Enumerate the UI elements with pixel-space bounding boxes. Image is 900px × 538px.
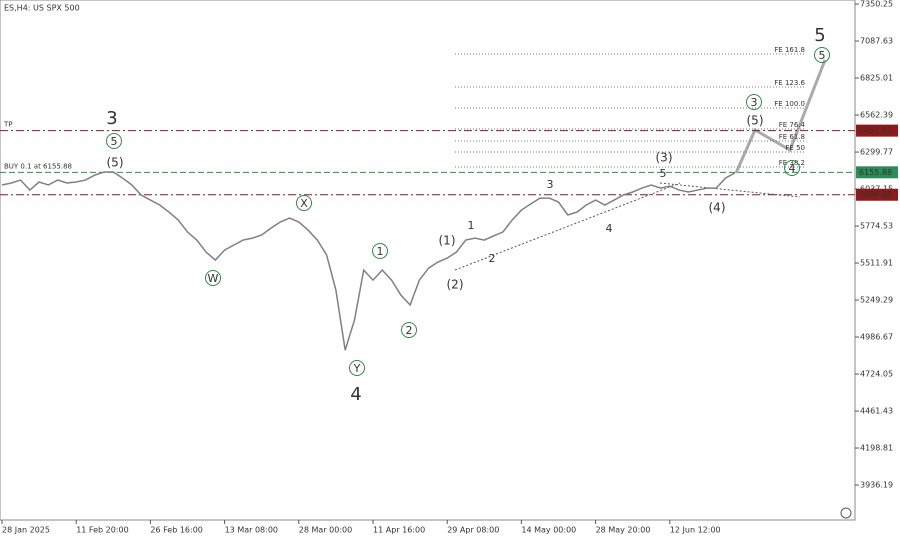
y-tick-label: 6562.39 [860, 111, 893, 120]
x-tick-label: 13 Mar 08:00 [225, 526, 278, 535]
x-tick-label: 29 Apr 08:00 [447, 526, 499, 535]
y-tick-label: 7087.63 [860, 37, 893, 46]
y-tick-label: 3936.19 [860, 481, 893, 490]
wave-circle [349, 360, 365, 376]
y-tick-label: 5774.53 [860, 222, 893, 231]
wave-label: 5 [111, 135, 118, 148]
level-tag [856, 166, 898, 179]
level-tag [856, 188, 898, 201]
fib-label: FE 50 [785, 144, 805, 152]
wave-label: 2 [406, 324, 413, 337]
level-label: TP [3, 121, 13, 129]
wave-circle [372, 243, 388, 259]
x-tick-label: 11 Apr 16:00 [373, 526, 425, 535]
level-label: BUY 0.1 at 6155.88 [4, 162, 72, 170]
x-tick-label: 12 Jun 12:00 [670, 526, 721, 535]
y-tick-label: 4198.81 [860, 444, 893, 453]
trend-line [454, 182, 681, 271]
y-tick-label: 4986.67 [860, 333, 893, 342]
wave-label: 3 [106, 108, 117, 129]
wave-label: 3 [751, 96, 758, 109]
fib-label: FE 76.4 [779, 121, 806, 129]
wave-label: Y [353, 362, 361, 375]
chart-title: ES,H4: US SPX 500 [4, 4, 80, 13]
wave-label: (3) [656, 151, 673, 165]
wave-label: (1) [439, 234, 456, 248]
wave-circle [205, 270, 221, 286]
fib-label: FE 161.8 [774, 46, 805, 54]
icon [840, 507, 852, 519]
trend-line [659, 182, 801, 198]
wave-circle [106, 133, 122, 149]
wave-label: W [208, 272, 219, 285]
x-tick-label: 26 Feb 16:00 [150, 526, 202, 535]
y-tick-label: 4461.43 [860, 407, 893, 416]
fib-label: FE 100.0 [774, 100, 805, 108]
wave-label: 5 [819, 49, 826, 62]
x-tick-label: 28 Mar 00:00 [299, 526, 352, 535]
level-tag [856, 124, 898, 137]
fib-label: FE 123.6 [774, 79, 805, 87]
level-tag-label: 6155.88 [859, 168, 892, 177]
wave-label: (5) [107, 156, 124, 170]
y-tick-label: 4724.05 [860, 370, 893, 379]
fib-label: FE 61.8 [779, 133, 805, 141]
x-tick-label: 28 May 20:00 [596, 526, 651, 535]
plot-area [0, 0, 856, 521]
wave-circle [814, 47, 830, 63]
wave-label: 2 [489, 252, 496, 265]
level-tag-label: 5996.68 [859, 190, 892, 199]
x-tick-label: 11 Feb 20:00 [76, 526, 128, 535]
price-line [1, 171, 736, 351]
wave-label: 3 [547, 178, 554, 191]
y-tick-label: 6299.77 [860, 148, 893, 157]
wave-label: 5 [660, 167, 667, 180]
y-tick-label: 6825.01 [860, 74, 893, 83]
x-tick-label: 14 May 00:00 [521, 526, 576, 535]
wave-circle [296, 195, 312, 211]
wave-label: (5) [747, 114, 764, 128]
wave-label: 1 [377, 245, 384, 258]
wave-circle [784, 160, 800, 176]
y-tick-label: 5511.91 [860, 259, 893, 268]
wave-label: (4) [709, 201, 726, 215]
wave-label: 4 [350, 384, 361, 405]
x-tick-label: 28 Jan 2025 [2, 526, 50, 535]
wave-label: 1 [468, 219, 475, 232]
wave-label: (2) [447, 278, 464, 292]
wave-circle [401, 322, 417, 338]
wave-label: 4 [606, 222, 613, 235]
fib-label: FE 38.2 [779, 159, 805, 167]
projection-path [734, 59, 827, 174]
wave-label: 4 [789, 162, 796, 175]
wave-label: X [300, 197, 308, 210]
wave-circle [746, 94, 762, 110]
level-tag-label: 6451.81 [859, 126, 892, 135]
y-tick-label: 5249.29 [860, 296, 893, 305]
wave-label: 5 [814, 25, 825, 46]
y-tick-label: 7350.25 [860, 0, 893, 9]
